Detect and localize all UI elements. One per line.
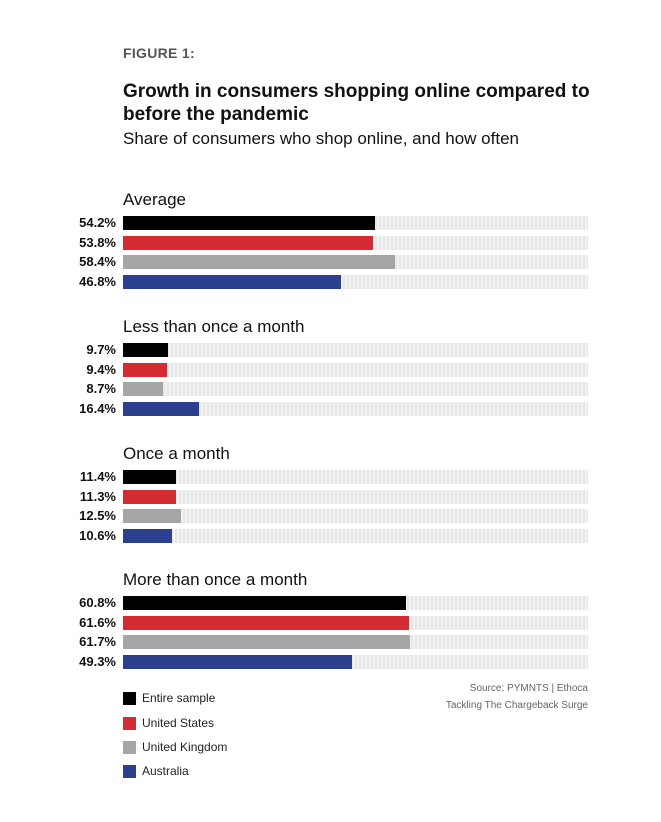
value-label: 11.4%: [79, 469, 116, 484]
bar-united-states: [123, 362, 167, 377]
legend-swatch: [123, 764, 136, 778]
bar-entire-sample: [123, 343, 169, 357]
value-label: 12.5%: [79, 508, 116, 523]
legend-item: United Kingdom: [123, 740, 227, 754]
value-label: 11.3%: [79, 488, 116, 504]
value-label: 16.4%: [79, 400, 116, 416]
group-title: Once a month: [123, 444, 230, 463]
legend-swatch: [123, 691, 136, 705]
bar-united-states: [123, 489, 176, 504]
bar-entire-sample: [123, 596, 406, 610]
bar-australia: [123, 401, 200, 416]
bar-track: [123, 509, 588, 523]
bar-united-states: [123, 615, 410, 630]
value-label: 61.7%: [79, 634, 116, 649]
legend-item: Entire sample: [123, 691, 215, 705]
group-title: Average: [123, 190, 187, 209]
bar-track: [123, 382, 588, 396]
bar-united-kingdom: [123, 509, 182, 523]
bar-entire-sample: [123, 470, 176, 484]
chart-subtitle: Share of consumers who shop online, and …: [123, 129, 519, 148]
legend-swatch: [123, 716, 136, 730]
legend-label: Australia: [142, 764, 189, 778]
value-label: 53.8%: [79, 234, 116, 250]
legend-swatch: [123, 740, 136, 754]
bar-australia: [123, 274, 341, 289]
value-label: 54.2%: [79, 215, 116, 230]
value-label: 60.8%: [79, 595, 116, 610]
group-title: More than once a month: [123, 570, 308, 589]
legend-label: United States: [142, 716, 215, 730]
value-label: 61.6%: [79, 614, 116, 630]
source-line-1: Source: PYMNTS | Ethoca: [469, 683, 588, 694]
bar-entire-sample: [123, 216, 376, 230]
bar-australia: [123, 654, 353, 669]
group-title: Less than once a month: [123, 317, 305, 336]
value-label: 9.7%: [86, 342, 116, 357]
legend-label: United Kingdom: [142, 740, 228, 754]
bar-track: [123, 489, 588, 504]
legend-label: Entire sample: [142, 691, 216, 705]
figure-label: FIGURE 1:: [123, 45, 195, 61]
source-note: Source: PYMNTS | Ethoca Tackling The Cha…: [446, 680, 588, 714]
bar-united-kingdom: [123, 635, 410, 649]
bar-united-kingdom: [123, 382, 164, 396]
value-label: 9.4%: [86, 361, 116, 377]
legend-item: Australia: [123, 764, 189, 778]
bar-track: [123, 528, 588, 543]
value-label: 8.7%: [86, 381, 116, 396]
bar-australia: [123, 528, 173, 543]
value-label: 58.4%: [79, 254, 116, 269]
chart-title: Growth in consumers shopping online comp…: [123, 81, 590, 125]
legend-item: United States: [123, 716, 214, 730]
bar-track: [123, 401, 588, 416]
value-label: 49.3%: [79, 653, 116, 669]
bar-track: [123, 343, 588, 357]
bar-united-states: [123, 235, 374, 250]
value-label: 46.8%: [79, 273, 116, 289]
bar-track: [123, 470, 588, 484]
value-label: 10.6%: [79, 527, 116, 543]
bar-track: [123, 362, 588, 377]
bar-united-kingdom: [123, 255, 395, 269]
source-line-2: Tackling The Chargeback Surge: [445, 700, 588, 711]
